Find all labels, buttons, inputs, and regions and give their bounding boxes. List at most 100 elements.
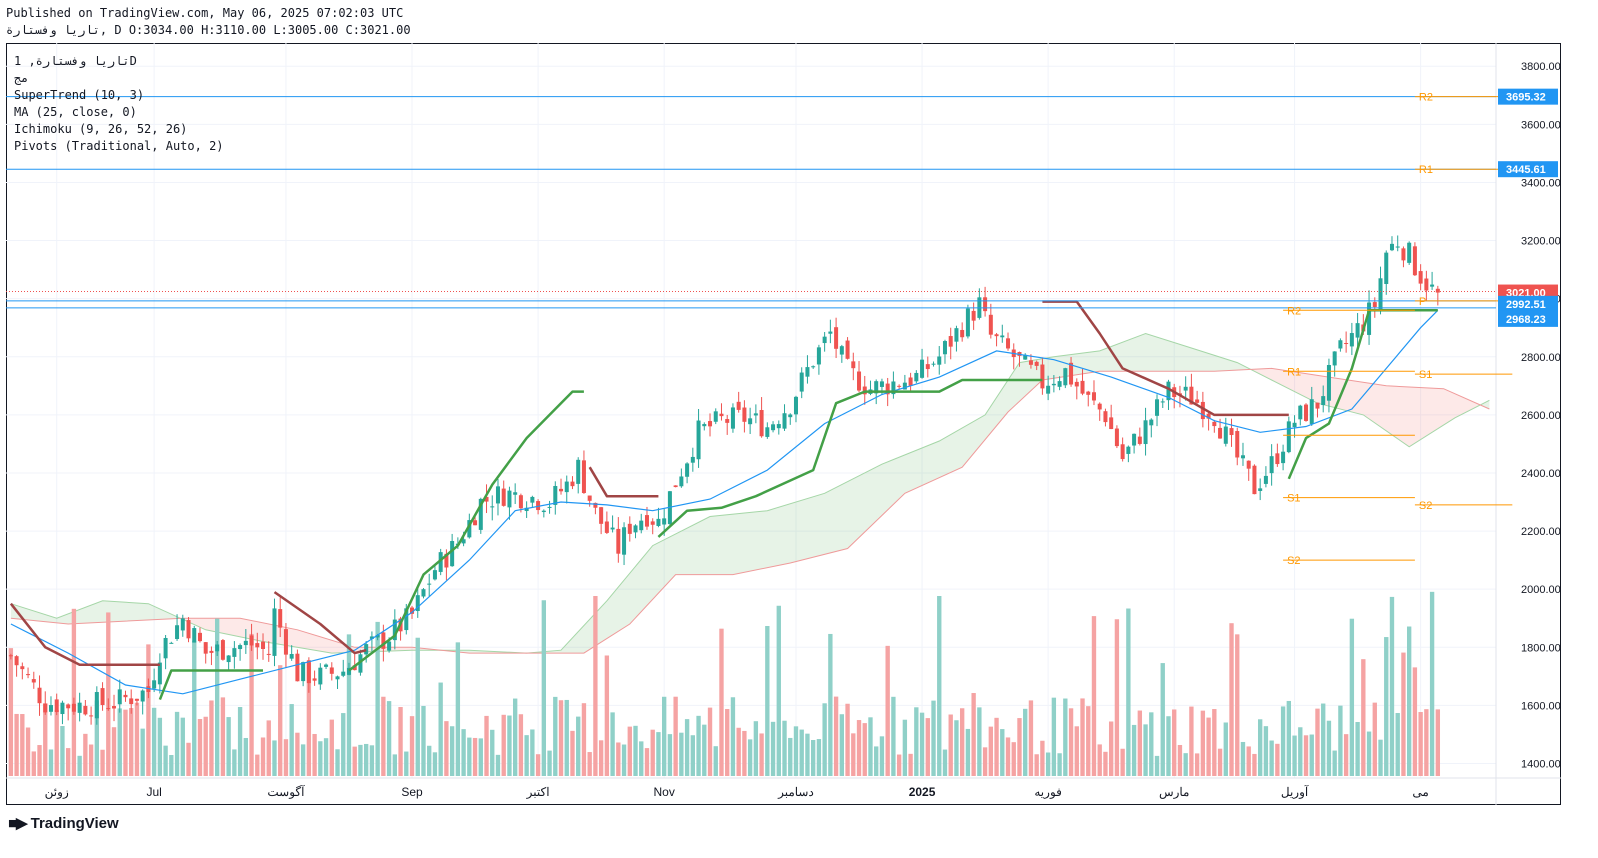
cloud-segment	[738, 513, 745, 574]
candle-body	[410, 607, 415, 614]
volume-bar	[1034, 754, 1039, 776]
candle-body	[633, 525, 638, 533]
volume-bar	[1200, 710, 1206, 776]
candle-body	[232, 648, 237, 657]
supertrend-down-line	[273, 591, 367, 655]
cloud-segment	[727, 514, 733, 575]
candle-body	[249, 635, 254, 646]
candle-body	[914, 372, 919, 382]
volume-bar	[593, 596, 598, 776]
cloud-segment	[1002, 380, 1008, 419]
candle-body	[1206, 413, 1211, 419]
candle-body	[564, 481, 569, 493]
volume-bar	[919, 712, 925, 776]
candle-body	[318, 667, 323, 685]
candle-body	[1086, 391, 1091, 395]
cloud-segment	[1271, 368, 1278, 383]
volume-bar	[891, 696, 896, 776]
candle-body	[1057, 381, 1062, 387]
cloud-segment	[732, 513, 739, 575]
cloud-segment	[326, 638, 332, 654]
tradingview-brand[interactable]: ■▶ TradingView	[8, 814, 119, 833]
legend-ma[interactable]: MA (25, close, 0)	[14, 105, 137, 119]
candle-body	[295, 653, 300, 682]
volume-bar	[323, 738, 329, 776]
volume-bar	[1429, 591, 1435, 776]
candle-body	[8, 655, 13, 657]
cloud-segment	[1197, 349, 1203, 372]
candle-body	[1384, 252, 1389, 285]
volume-bar	[266, 720, 271, 776]
legend-symbol: تاريا وفستارة, 1D	[14, 54, 137, 68]
volume-bar	[318, 741, 323, 776]
ohlc-line: تاريا وفستارة, D O:3034.00 H:3110.00 L:3…	[6, 23, 411, 37]
legend-supertrend[interactable]: SuperTrend (10, 3)	[14, 88, 145, 102]
cloud-segment	[337, 642, 344, 653]
cloud-segment	[1294, 371, 1301, 395]
cloud-segment	[1409, 387, 1415, 447]
cloud-segment	[91, 603, 97, 623]
volume-bar	[358, 744, 363, 776]
volume-bar	[1057, 753, 1062, 776]
candle-body	[1103, 411, 1108, 423]
volume-bar	[1321, 703, 1326, 776]
candle-body	[622, 527, 627, 555]
volume-bar	[255, 754, 260, 776]
volume-bar	[530, 729, 535, 776]
cloud-segment	[320, 636, 327, 653]
volume-bar	[1435, 709, 1441, 776]
cloud-segment	[1306, 373, 1312, 401]
price-tick-label: 1400.00	[1521, 758, 1561, 770]
cloud-segment	[647, 545, 653, 606]
cloud-segment	[572, 631, 579, 654]
volume-bar	[20, 714, 25, 776]
volume-bar	[553, 696, 558, 776]
candle-body	[421, 589, 426, 597]
legend-pivots[interactable]: Pivots (Traditional, Auto, 2)	[14, 139, 224, 153]
cloud-segment	[916, 448, 923, 489]
candle-body	[822, 336, 827, 344]
volume-bar	[1235, 634, 1240, 776]
volume-bar	[392, 754, 398, 776]
volume-bar	[501, 714, 506, 776]
candle-body	[793, 396, 798, 415]
candle-body	[238, 645, 243, 650]
volume-bar	[409, 716, 415, 776]
price-chart[interactable]: R2 R1 P S1 S2 R2 R1 S1 S2 1400.00 1600.00 1800.00 20…	[6, 43, 1561, 805]
volume-bar	[1378, 739, 1383, 776]
volume-bar	[461, 729, 466, 776]
legend-ichimoku[interactable]: Ichimoku (9, 26, 52, 26)	[14, 122, 188, 136]
cloud-segment	[967, 421, 974, 461]
candle-body	[948, 336, 953, 347]
candle-body	[530, 496, 535, 503]
volume-bar	[782, 720, 787, 776]
volume-bar	[1361, 659, 1366, 776]
volume-bar	[289, 704, 294, 776]
cloud-segment	[1076, 353, 1083, 375]
volume-bar	[1154, 755, 1160, 776]
supertrend-up-line	[348, 390, 584, 672]
cloud-segment	[303, 631, 309, 650]
candle-body	[1160, 401, 1165, 403]
candle-body	[1212, 421, 1217, 427]
cloud-segment	[1460, 396, 1467, 415]
volume-bar	[1000, 729, 1005, 776]
cloud-segment	[561, 644, 567, 654]
candle-body	[1389, 243, 1394, 251]
cloud-segment	[721, 514, 728, 575]
volume-bar	[1280, 706, 1286, 776]
candle-body	[593, 502, 598, 508]
volume-bar	[1005, 737, 1011, 776]
cloud-segment	[675, 531, 682, 575]
cloud-segment	[159, 608, 166, 620]
volume-bar	[117, 708, 122, 776]
candle-body	[427, 583, 432, 585]
volume-bar	[243, 737, 249, 776]
volume-bar	[467, 737, 472, 776]
volume-bar	[48, 749, 54, 776]
cloud-segment	[1191, 348, 1198, 372]
volume-bar	[1286, 700, 1292, 776]
cloud-segment	[1420, 387, 1427, 440]
candle-body	[1023, 354, 1028, 360]
candle-body	[392, 619, 397, 641]
